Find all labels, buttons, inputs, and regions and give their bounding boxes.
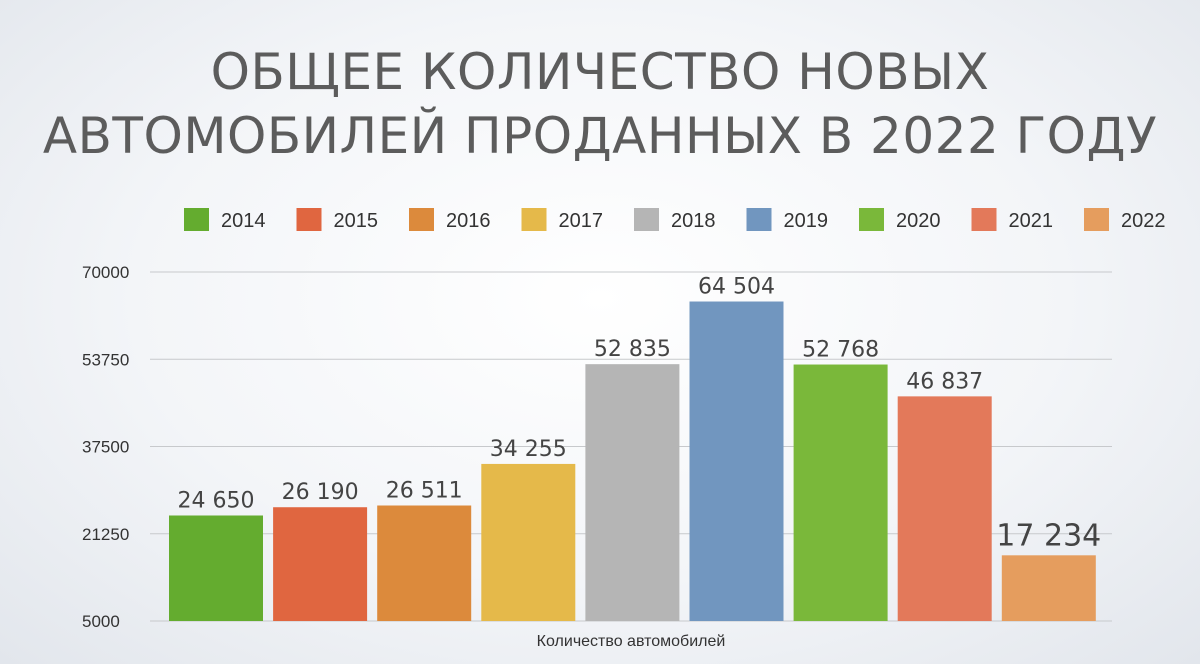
legend-label-2018: 2018 xyxy=(671,210,716,232)
chart-title: ОБЩЕЕ КОЛИЧЕСТВО НОВЫХ АВТОМОБИЛЕЙ ПРОДА… xyxy=(0,40,1200,168)
legend-label-2022: 2022 xyxy=(1121,210,1166,232)
legend-label-2015: 2015 xyxy=(334,210,379,232)
legend-swatch-2021 xyxy=(971,208,997,231)
legend-swatch-2015 xyxy=(296,208,322,231)
x-axis-label: Количество автомобилей xyxy=(537,633,726,650)
bar-2021 xyxy=(897,396,992,621)
chart-title-line-2: АВТОМОБИЛЕЙ ПРОДАННЫХ В 2022 ГОДУ xyxy=(42,107,1158,165)
legend-label-2017: 2017 xyxy=(559,210,604,232)
legend-swatch-2019 xyxy=(746,208,772,231)
data-label-2016: 26 511 xyxy=(386,479,463,504)
chart-title-line-1: ОБЩЕЕ КОЛИЧЕСТВО НОВЫХ xyxy=(210,43,990,101)
legend-swatch-2018 xyxy=(634,208,659,231)
legend-label-2016: 2016 xyxy=(446,210,491,232)
data-label-2020: 52 768 xyxy=(802,338,879,363)
y-tick-label: 70000 xyxy=(82,263,129,282)
y-tick-label: 21250 xyxy=(82,525,129,544)
bar-2016 xyxy=(377,505,472,621)
legend-label-2020: 2020 xyxy=(896,210,941,232)
data-label-2019: 64 504 xyxy=(698,275,775,300)
y-tick-label: 53750 xyxy=(82,350,129,369)
bar-2014 xyxy=(169,515,263,621)
bar-2020 xyxy=(793,364,888,621)
data-label-2015: 26 190 xyxy=(282,480,359,505)
data-label-2022: 17 234 xyxy=(996,518,1101,553)
legend-label-2021: 2021 xyxy=(1009,210,1054,232)
bar-2017 xyxy=(481,463,576,621)
bar-2015 xyxy=(273,507,368,621)
legend-swatch-2020 xyxy=(859,208,884,231)
legend-label-2014: 2014 xyxy=(221,210,266,232)
data-label-2018: 52 835 xyxy=(594,337,671,362)
y-tick-label: 37500 xyxy=(82,438,129,457)
legend-swatch-2017 xyxy=(521,208,547,231)
data-label-2021: 46 837 xyxy=(906,369,983,394)
data-label-2017: 34 255 xyxy=(490,437,567,462)
legend-label-2019: 2019 xyxy=(784,210,829,232)
legend-swatch-2016 xyxy=(409,208,434,231)
data-label-2014: 24 650 xyxy=(178,488,255,513)
y-tick-label: 5000 xyxy=(82,612,120,631)
bar-2022 xyxy=(1001,555,1096,621)
legend-swatch-2022 xyxy=(1084,208,1109,231)
bar-2019 xyxy=(689,301,784,621)
bar-2018 xyxy=(585,364,680,621)
legend-swatch-2014 xyxy=(184,208,209,231)
